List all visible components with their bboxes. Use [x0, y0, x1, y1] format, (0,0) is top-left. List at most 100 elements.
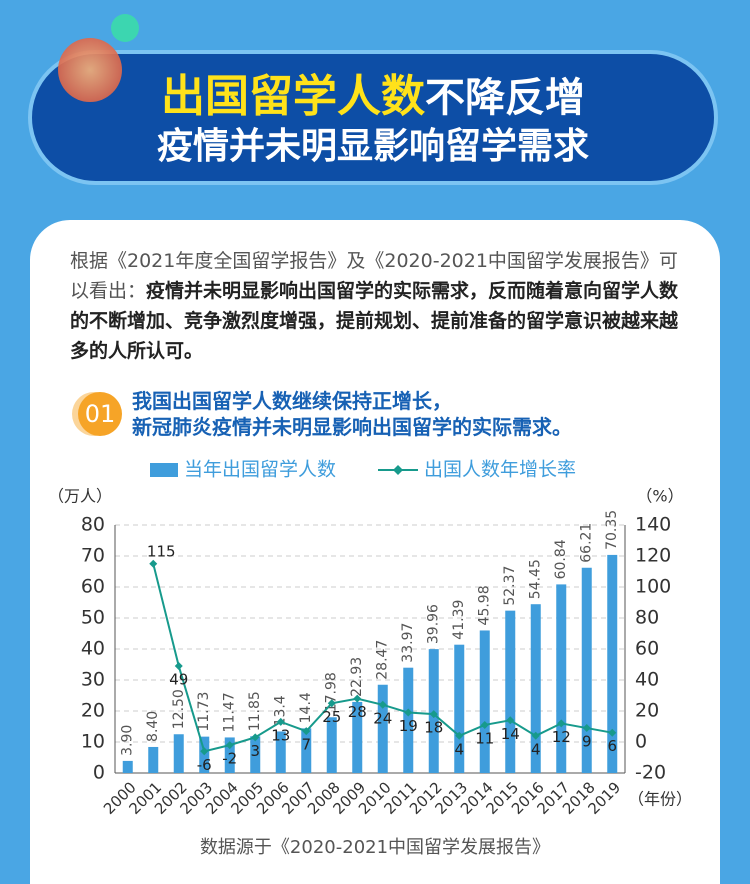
line-value-label: 11: [475, 729, 494, 747]
line-value-label: 7: [301, 736, 311, 754]
bar: [250, 736, 261, 773]
y-axis-label: （万人）: [48, 487, 112, 506]
line-marker: [455, 731, 464, 740]
bar-value-label: 11.73: [196, 692, 212, 732]
line-marker: [531, 731, 540, 740]
title-rest: 不降反增: [425, 75, 585, 121]
y-tick-label: 30: [81, 669, 105, 691]
title-highlight: 出国留学人数: [161, 71, 425, 122]
line-value-label: 24: [373, 709, 392, 727]
y-tick-label: 80: [81, 514, 105, 536]
line-marker: [225, 741, 234, 750]
intro-text: 根据《2021年度全国留学报告》及《2020-2021中国留学发展报告》可以看出…: [70, 250, 678, 302]
y2-axis-label: （%）: [636, 487, 683, 506]
bar: [530, 604, 541, 773]
line-marker: [582, 724, 591, 733]
line-marker: [302, 727, 311, 736]
line-marker: [251, 733, 260, 742]
section-heading: 我国出国留学人数继续保持正增长， 新冠肺炎疫情并未明显影响出国留学的实际需求。: [132, 388, 572, 440]
y2-tick-label: 120: [635, 545, 671, 567]
bar: [301, 728, 312, 773]
bar: [352, 701, 363, 773]
bar: [224, 737, 235, 773]
line-value-label: 115: [147, 542, 176, 560]
bar: [479, 630, 490, 773]
bar-value-label: 14.4: [298, 692, 314, 723]
line-value-label: 12: [552, 728, 571, 746]
line-value-label: 14: [501, 725, 520, 743]
line-value-label: 49: [169, 671, 188, 689]
bar-value-label: 60.84: [553, 539, 569, 579]
bar: [173, 734, 184, 773]
section-number: 01: [78, 392, 122, 436]
bar: [581, 567, 592, 773]
line-value-label: 6: [607, 737, 617, 755]
line-marker: [378, 700, 387, 709]
line-value-label: -6: [197, 756, 212, 774]
y-tick-label: 60: [81, 576, 105, 598]
legend-swatch: [150, 463, 178, 477]
line-value-label: 19: [399, 717, 418, 735]
line-marker: [149, 559, 158, 568]
bar: [505, 610, 516, 773]
line-marker: [276, 717, 285, 726]
bar: [454, 644, 465, 773]
line-marker: [429, 710, 438, 719]
line-marker: [480, 720, 489, 729]
y2-tick-label: 40: [635, 669, 659, 691]
line-value-label: 4: [454, 740, 464, 758]
bar-value-label: 11.85: [247, 691, 263, 731]
source: 数据源于《2020-2021中国留学发展报告》: [200, 837, 550, 858]
bar-value-label: 3.90: [120, 725, 136, 756]
y2-tick-label: 80: [635, 607, 659, 629]
y-tick-label: 50: [81, 607, 105, 629]
line-marker: [353, 694, 362, 703]
bar-value-label: 11.47: [222, 692, 238, 732]
bar-value-label: 33.97: [400, 623, 416, 663]
bar: [403, 667, 414, 773]
line-marker: [174, 662, 183, 671]
bar: [122, 760, 133, 773]
line-value-label: 3: [250, 742, 260, 760]
y-tick-label: 20: [81, 700, 105, 722]
line-value-label: 13: [271, 726, 290, 744]
line-value-label: 9: [582, 733, 592, 751]
intro-bold: 疫情并未明显影响出国留学的实际需求，反而随着意向留学人数的不断增加、竞争激烈度增…: [70, 280, 679, 362]
bar-value-label: 54.45: [528, 559, 544, 599]
bar-value-label: 28.47: [375, 640, 391, 680]
bar-value-label: 45.98: [477, 585, 493, 625]
bar-value-label: 41.39: [451, 600, 467, 640]
y-tick-label: 70: [81, 545, 105, 567]
line-value-label: 4: [531, 740, 541, 758]
bar: [607, 554, 618, 773]
legend-label: 当年出国留学人数: [184, 459, 336, 481]
y-tick-label: 40: [81, 638, 105, 660]
line-marker: [608, 728, 617, 737]
line-marker: [327, 699, 336, 708]
bar-value-label: 70.35: [604, 510, 620, 550]
line-value-label: 28: [348, 703, 367, 721]
line-value-label: -2: [222, 750, 237, 768]
y2-tick-label: 0: [635, 731, 647, 753]
line-marker: [200, 747, 209, 756]
bar: [148, 746, 159, 773]
bar-value-label: 8.40: [145, 711, 161, 742]
line-marker: [404, 708, 413, 717]
y2-tick-label: 20: [635, 700, 659, 722]
y-tick-label: 10: [81, 731, 105, 753]
bar: [275, 731, 286, 773]
y-tick-label: 0: [93, 762, 105, 784]
decor-circle: [111, 14, 139, 42]
line-marker: [506, 716, 515, 725]
y2-tick-label: 140: [635, 514, 671, 536]
legend-marker: [393, 465, 403, 475]
bar-value-label: 66.21: [579, 523, 595, 563]
bar: [326, 717, 337, 773]
bar-value-label: 39.96: [426, 604, 442, 644]
bar: [377, 684, 388, 773]
line-marker: [557, 719, 566, 728]
line-value-label: 18: [424, 719, 443, 737]
section-line: 我国出国留学人数继续保持正增长，: [132, 389, 452, 413]
